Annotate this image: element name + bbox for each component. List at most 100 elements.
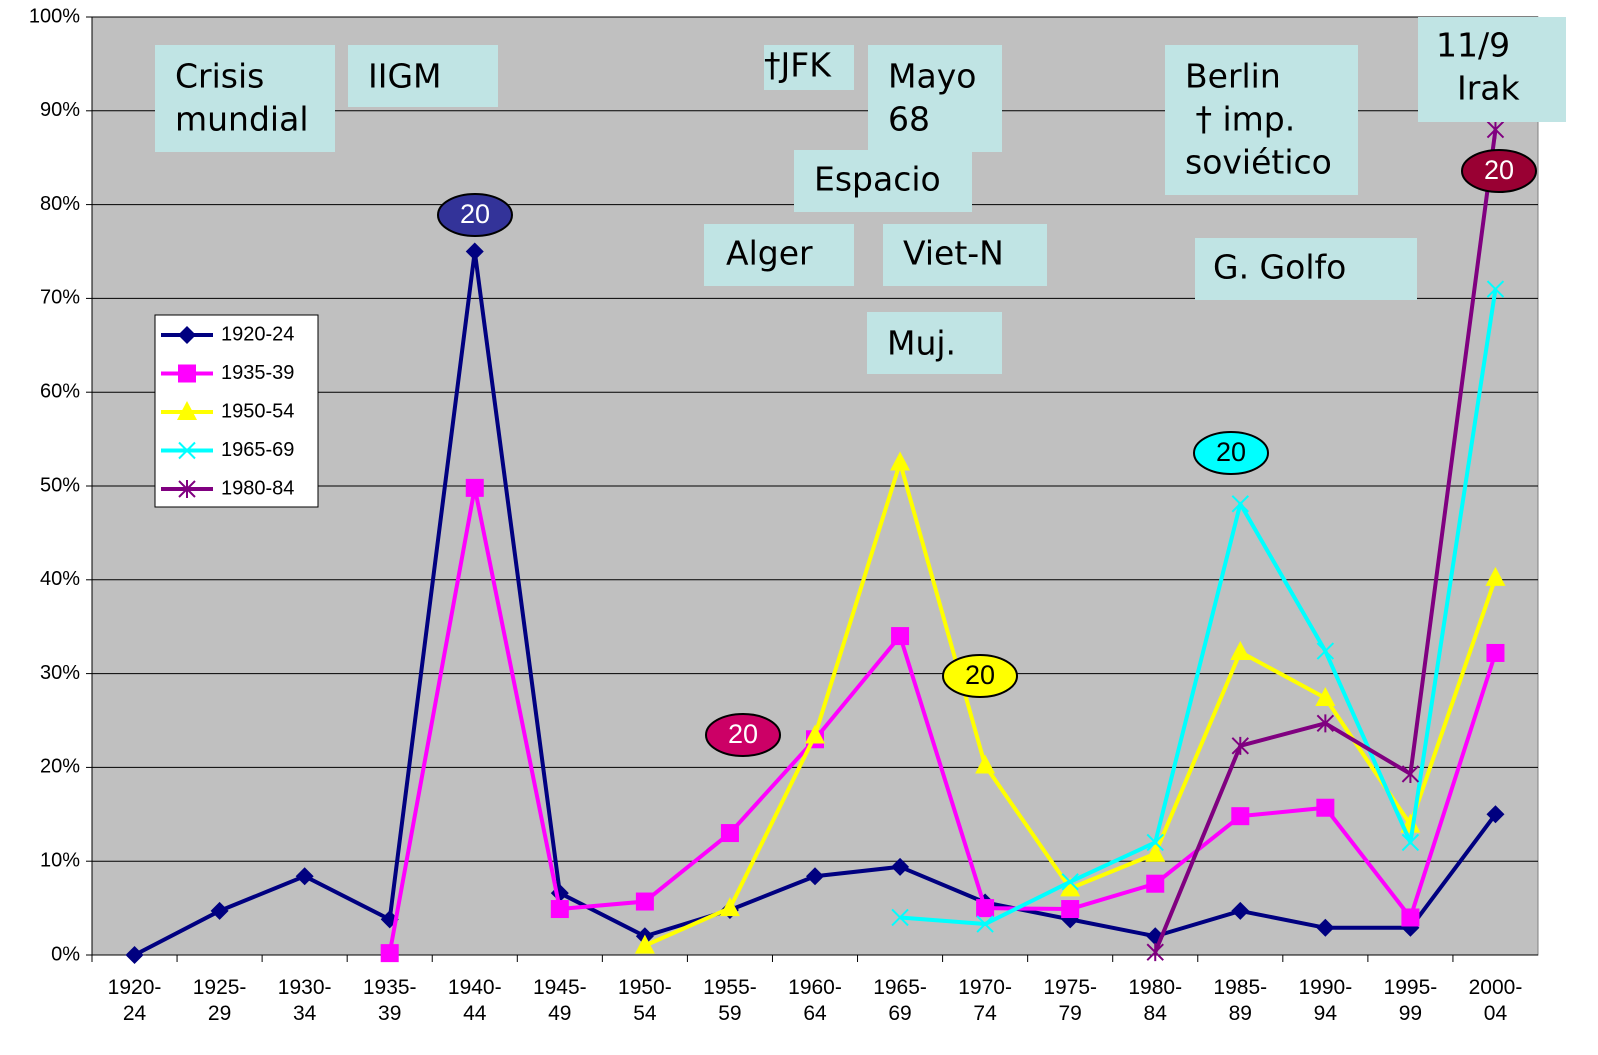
- marker: [891, 908, 909, 927]
- x-tick-label: 1935-39: [362, 976, 417, 1025]
- annotation-box: [868, 45, 1002, 152]
- legend-label: 1965-69: [221, 439, 294, 461]
- marker: [1316, 714, 1335, 733]
- marker: [1146, 943, 1164, 962]
- x-tick-label: 2000-04: [1468, 976, 1523, 1025]
- y-tick-label: 10%: [40, 849, 80, 871]
- badge: [437, 193, 513, 237]
- marker: [890, 451, 911, 471]
- annotation-text: † imp.: [1185, 100, 1295, 139]
- marker: [1486, 643, 1505, 662]
- marker: [178, 326, 196, 344]
- annotation-text: Crisis: [175, 57, 264, 96]
- x-tick-label: 1950-54: [618, 976, 672, 1025]
- marker: [1485, 566, 1506, 586]
- annotation-box: [1418, 17, 1566, 122]
- badge-label: 20: [460, 199, 490, 229]
- marker: [1146, 874, 1165, 893]
- y-tick-label: 30%: [40, 662, 80, 684]
- marker: [210, 901, 229, 920]
- badge-label: 20: [965, 660, 995, 690]
- x-tick-label: 1965-69: [873, 976, 927, 1025]
- x-tick-label: 1930-34: [277, 976, 332, 1025]
- marker: [1316, 918, 1335, 937]
- annotation-text: †JFK: [764, 46, 832, 85]
- marker: [1061, 900, 1080, 919]
- marker: [719, 897, 740, 917]
- marker: [1231, 495, 1249, 513]
- marker: [465, 478, 484, 497]
- annotation-text: Viet-N: [903, 234, 1004, 273]
- marker: [1316, 642, 1335, 660]
- x-tick-label: 1995-99: [1383, 976, 1438, 1025]
- x-tick-label: 1990-94: [1298, 976, 1353, 1025]
- marker: [1146, 833, 1164, 852]
- annotation-box: [1165, 45, 1358, 195]
- marker: [1316, 798, 1335, 817]
- y-tick-label: 90%: [40, 99, 80, 121]
- annotation-text: G. Golfo: [1213, 248, 1346, 287]
- annotation-text: Espacio: [814, 160, 941, 199]
- annotation-box: [764, 45, 854, 90]
- badge-label: 20: [1216, 437, 1246, 467]
- x-tick-label: 1985-89: [1213, 976, 1268, 1025]
- marker: [178, 364, 196, 383]
- marker: [465, 242, 484, 261]
- x-tick-label: 1960-64: [788, 976, 842, 1025]
- y-tick-label: 0%: [51, 943, 80, 965]
- marker: [177, 401, 197, 420]
- annotation-box: [704, 224, 854, 286]
- marker: [1231, 736, 1249, 755]
- annotation-text: Berlin: [1185, 57, 1281, 96]
- annotation-box: [155, 45, 335, 152]
- legend-label: 1950-54: [221, 400, 294, 422]
- y-tick-label: 20%: [40, 756, 80, 778]
- legend-label: 1980-84: [221, 477, 294, 499]
- series-line: [899, 288, 1498, 927]
- marker: [1230, 641, 1251, 661]
- marker: [1061, 873, 1079, 891]
- badge: [942, 654, 1018, 698]
- badge: [1193, 431, 1269, 475]
- marker: [1486, 280, 1505, 298]
- x-tick-label: 1970-74: [958, 976, 1012, 1025]
- y-tick-label: 60%: [40, 380, 80, 402]
- annotation-box: [348, 45, 498, 107]
- annotation-text: 11/9: [1436, 26, 1510, 65]
- badge: [705, 713, 781, 757]
- marker: [1486, 805, 1505, 824]
- annotation-box: [1195, 238, 1417, 300]
- legend-label: 1935-39: [221, 362, 294, 384]
- y-tick-label: 70%: [40, 287, 80, 309]
- marker: [806, 867, 824, 886]
- annotation-text: Irak: [1436, 69, 1521, 108]
- marker: [550, 900, 569, 919]
- marker: [975, 754, 996, 774]
- x-tick-label: 1945-49: [532, 976, 587, 1025]
- x-tick-label: 1955-59: [703, 976, 757, 1025]
- annotation-text: Mayo: [888, 57, 976, 96]
- badge-label: 20: [728, 719, 758, 749]
- annotation-text: soviético: [1185, 143, 1332, 182]
- x-tick-label: 1925-29: [192, 976, 247, 1025]
- marker: [720, 824, 739, 843]
- annotation-text: 68: [888, 100, 930, 139]
- marker: [178, 480, 196, 498]
- series-line: [387, 485, 1498, 954]
- annotation-box: [794, 150, 972, 212]
- marker: [1401, 833, 1420, 852]
- annotation-box: [867, 312, 1002, 374]
- annotation-text: mundial: [175, 100, 308, 139]
- marker: [634, 934, 655, 954]
- marker: [1060, 877, 1081, 897]
- annotation-text: IIGM: [368, 57, 442, 96]
- marker: [178, 441, 196, 460]
- annotation-box: [883, 224, 1047, 286]
- x-tick-label: 1975-79: [1043, 976, 1098, 1025]
- x-tick-label: 1980-84: [1128, 976, 1183, 1025]
- marker: [1401, 764, 1420, 783]
- marker: [1231, 807, 1250, 826]
- marker: [1486, 120, 1505, 139]
